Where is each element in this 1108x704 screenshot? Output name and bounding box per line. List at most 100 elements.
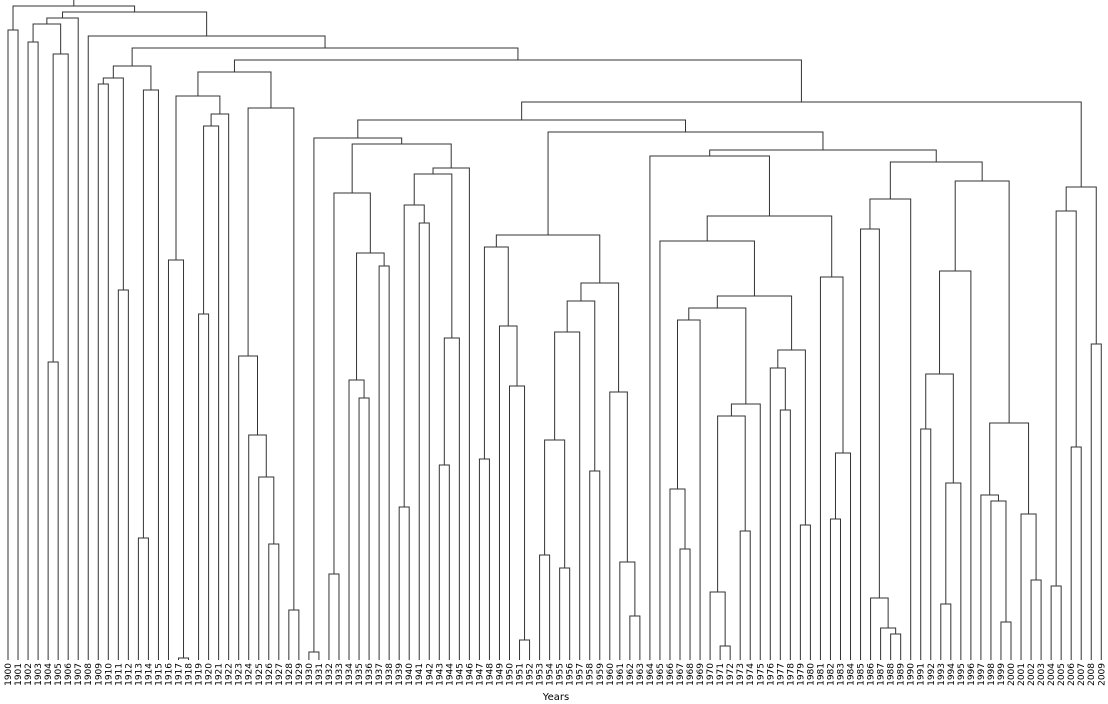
leaf-label: 2003 [1037, 663, 1047, 686]
link [443, 337, 460, 660]
link [358, 397, 370, 660]
leaf-label: 1984 [847, 663, 857, 686]
leaf-label: 1946 [465, 663, 475, 686]
link [739, 530, 751, 660]
leaf-label: 1966 [666, 663, 676, 686]
link [1030, 579, 1042, 660]
leaf-label: 1995 [957, 663, 967, 686]
leaf-label: 1972 [726, 663, 736, 686]
leaf-label: 2006 [1067, 663, 1077, 686]
leaf-label: 1906 [64, 663, 74, 686]
link [198, 313, 210, 660]
leaf-label: 1945 [455, 663, 465, 686]
leaf-label: 1953 [536, 663, 546, 686]
leaf-label: 1959 [596, 663, 606, 686]
link [869, 198, 912, 660]
link [1055, 210, 1077, 586]
link [609, 391, 628, 660]
link [142, 89, 159, 660]
leaf-label: 1921 [215, 663, 225, 686]
leaf-label: 1988 [887, 663, 897, 686]
leaf-label: 1973 [736, 663, 746, 686]
leaf-label: 1998 [987, 663, 997, 686]
leaf-label: 1933 [335, 663, 345, 686]
link [248, 434, 267, 660]
link [860, 228, 880, 660]
link [939, 270, 972, 660]
link [716, 295, 793, 350]
link [730, 403, 761, 660]
leaf-label: 1997 [977, 663, 987, 686]
leaf-label: 1951 [516, 663, 526, 686]
leaf-label: 1926 [265, 663, 275, 686]
link [719, 645, 731, 660]
leaf-label: 1905 [54, 663, 64, 686]
link [669, 488, 686, 660]
leaf-label: 1911 [114, 663, 124, 686]
link [834, 452, 852, 660]
link [589, 470, 601, 660]
leaf-label: 1929 [295, 663, 305, 686]
leaf-label: 1969 [696, 663, 706, 686]
link [313, 137, 403, 652]
leaf-label: 1954 [546, 663, 556, 686]
leaf-label: 1907 [74, 663, 84, 686]
leaf-label: 1968 [686, 663, 696, 686]
link [438, 464, 450, 660]
link [203, 125, 220, 660]
link [52, 53, 69, 660]
leaf-label: 1938 [385, 663, 395, 686]
leaf-label: 2009 [1097, 663, 1107, 686]
leaf-label: 1963 [636, 663, 646, 686]
link [706, 215, 833, 277]
leaf-label: 1967 [676, 663, 686, 686]
link [137, 537, 149, 660]
leaf-label: 1992 [927, 663, 937, 686]
link [619, 561, 636, 660]
link [554, 331, 581, 660]
leaf-label: 1932 [325, 663, 335, 686]
link [247, 107, 295, 610]
link [102, 77, 124, 290]
link [559, 567, 571, 660]
leaf-label: 1913 [134, 663, 144, 686]
leaf-label: 1976 [766, 663, 776, 686]
leaf-label: 1947 [475, 663, 485, 686]
leaf-label: 2008 [1087, 663, 1097, 686]
leaf-label: 2005 [1057, 663, 1067, 686]
leaf-label: 2000 [1007, 663, 1017, 686]
leaf-label: 1993 [937, 663, 947, 686]
link [539, 554, 551, 660]
leaf-label: 1982 [826, 663, 836, 686]
link [688, 307, 747, 404]
leaf-label: 1914 [144, 663, 154, 686]
link [167, 259, 185, 660]
leaf-label: 1927 [275, 663, 285, 686]
leaf-label: 1930 [305, 663, 315, 686]
link [495, 234, 601, 283]
leaf-label: 1910 [104, 663, 114, 686]
leaf-label: 1915 [154, 663, 164, 686]
leaf-label: 1934 [345, 663, 355, 686]
link [989, 422, 1030, 514]
leaf-label: 1943 [435, 663, 445, 686]
link [1020, 513, 1037, 660]
leaf-label: 1990 [907, 663, 917, 686]
leaf-label: 1955 [556, 663, 566, 686]
x-axis-label: Years [542, 692, 569, 703]
link [945, 482, 962, 660]
leaf-label: 1964 [646, 663, 656, 686]
leaf-label: 1978 [786, 663, 796, 686]
link [819, 276, 844, 660]
link [333, 192, 371, 574]
leaf-label: 1920 [205, 663, 215, 686]
link [544, 439, 566, 568]
link [432, 167, 470, 660]
link [509, 385, 526, 660]
link [288, 609, 300, 660]
link [679, 548, 691, 660]
leaf-label: 1965 [656, 663, 666, 686]
link [46, 17, 79, 660]
link [829, 518, 841, 660]
leaf-label: 1983 [836, 663, 846, 686]
